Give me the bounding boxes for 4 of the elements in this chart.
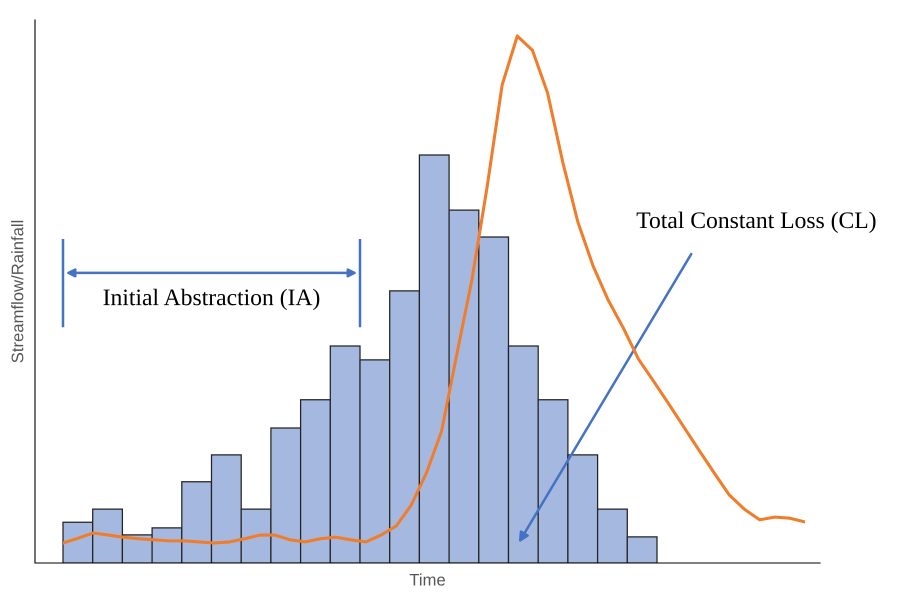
y-axis-title: Streamflow/Rainfall	[11, 220, 24, 363]
annotation: Total Constant Loss (CL)	[636, 212, 876, 234]
x-axis-title: Time	[410, 573, 445, 586]
annotation: Initial Abstraction (IA)	[104, 288, 320, 310]
